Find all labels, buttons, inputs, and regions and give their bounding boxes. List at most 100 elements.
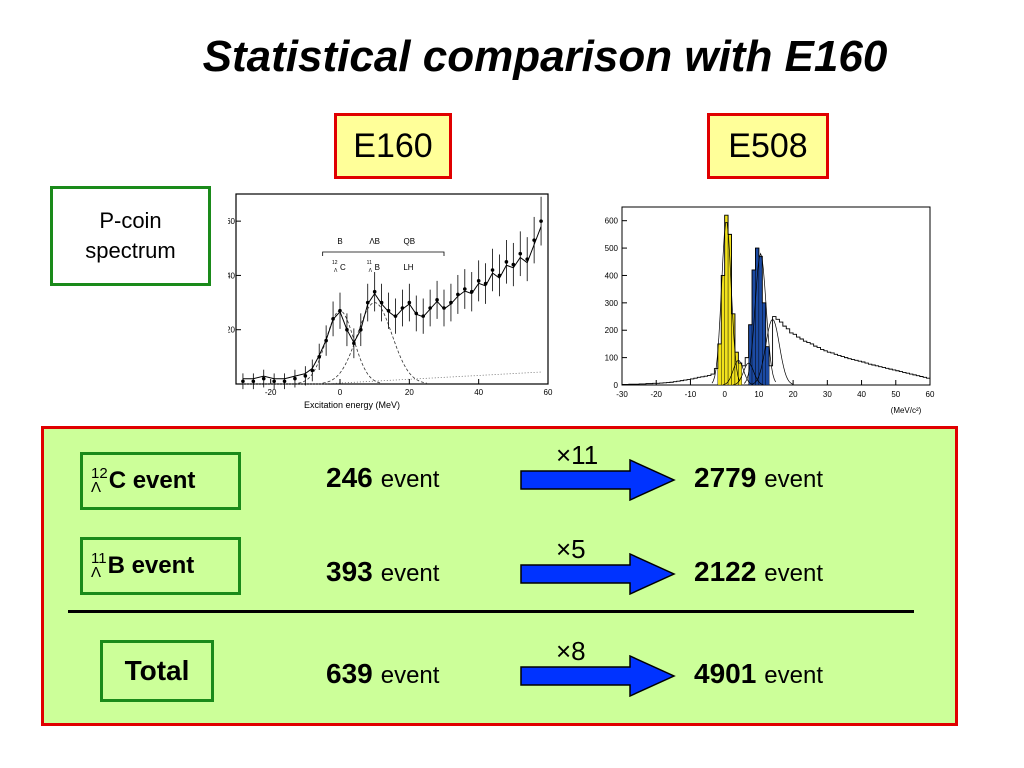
- b11-hyp-script: 11 Λ: [91, 550, 107, 580]
- e508-xlabel: (MeV/c²): [891, 406, 922, 415]
- b11-arrow: [520, 553, 676, 595]
- e508-spectrum-chart: 0 100 200 300 400 500 600 -30 -20 -10 0 10 20 30 40 50 6…: [605, 206, 935, 415]
- e160-data-point: [400, 306, 405, 310]
- e508-fit-peak: [711, 222, 740, 384]
- e508-xtick-label: -10: [685, 390, 697, 399]
- b11-event-label: 11 Λ B event: [80, 537, 241, 595]
- e160-annotation-sup: 12: [332, 260, 338, 266]
- e160-data-point: [261, 376, 266, 381]
- e160-data-point: [372, 289, 377, 294]
- b11-e508-unit: event: [764, 560, 824, 587]
- e508-ytick-label: 200: [605, 326, 619, 335]
- e160-data-point: [463, 287, 467, 291]
- e160-data-point: [251, 379, 256, 384]
- e160-data-point: [525, 257, 529, 261]
- e508-ytick-label: 400: [605, 271, 619, 280]
- e160-b11-peak-fit: [322, 302, 427, 384]
- total-arrow: [520, 655, 676, 697]
- e508-xtick-label: 30: [823, 390, 832, 399]
- e508-plot-frame: [621, 206, 931, 386]
- e160-annotation-top: ΛB: [369, 237, 380, 246]
- e508-fit-peak: [751, 318, 794, 385]
- total-factor: ×8: [556, 636, 586, 666]
- spectrum-label-line2: spectrum: [85, 238, 176, 263]
- e508-xtick-label: 60: [926, 390, 935, 399]
- e160-data-point: [303, 374, 308, 378]
- e508-ytick-label: 300: [605, 299, 619, 308]
- c12-arrow: [520, 459, 676, 501]
- e160-data-point: [456, 292, 460, 297]
- e160-label: E160: [334, 113, 452, 179]
- e508-ytick-label: 100: [605, 354, 619, 363]
- e160-xtick-label: 40: [474, 388, 483, 397]
- e160-data-point: [352, 341, 356, 346]
- e160-data-point: [393, 314, 398, 318]
- e160-data-point: [421, 314, 425, 318]
- total-e160-count: 639 event: [326, 658, 439, 690]
- e508-fit-peak: [733, 362, 764, 386]
- c12-sub: Λ: [91, 479, 102, 496]
- e508-peak-bar: [717, 343, 722, 386]
- e160-xtick-label: 20: [405, 388, 414, 397]
- e160-data-point: [476, 279, 481, 283]
- e508-xtick-label: 20: [789, 390, 798, 399]
- e160-plot-frame: [235, 193, 549, 385]
- e160-data-point: [469, 289, 474, 294]
- c12-e160-count: 246 event: [326, 462, 439, 494]
- e160-data-point: [324, 338, 328, 343]
- e160-data-point: [293, 376, 297, 381]
- b11-e160-value: 393: [326, 556, 373, 587]
- e160-data-point: [518, 251, 523, 256]
- total-main: Total: [124, 655, 190, 686]
- e160-data-point: [483, 281, 488, 286]
- e160-background-curve: [242, 371, 542, 385]
- e508-xtick-label: -30: [616, 390, 628, 399]
- e160-data-point: [511, 262, 516, 267]
- e160-annotation-sub: Λ: [369, 268, 373, 274]
- c12-e508-value: 2779: [694, 462, 757, 493]
- e160-data-point: [241, 379, 245, 384]
- e160-spectrum-chart: -20 0 20 40 60 20 40 60 Excitation energy (MeV) B…: [228, 193, 553, 410]
- e160-data-point: [504, 260, 509, 264]
- e508-peak-bar: [762, 302, 766, 386]
- e160-data-point: [338, 308, 342, 313]
- e160-ytick-label: 60: [228, 217, 236, 226]
- b11-e508-value: 2122: [694, 556, 757, 587]
- e508-ytick-label: 500: [605, 244, 619, 253]
- e160-annotation-top: QB: [404, 237, 416, 246]
- e508-xtick-label: -20: [650, 390, 662, 399]
- c12-sup: 12: [91, 465, 108, 482]
- e160-annotation-main: LH: [403, 263, 413, 272]
- e160-data-point: [386, 308, 391, 313]
- e508-xtick-label: 10: [754, 390, 763, 399]
- c12-main: C event: [108, 467, 196, 494]
- e508-peak-bar: [721, 275, 725, 386]
- c12-e508-count: 2779 event: [694, 462, 823, 494]
- spectrum-label-box: P-coin spectrum: [50, 186, 211, 286]
- e160-data-point: [282, 379, 287, 384]
- b11-main: B event: [107, 552, 195, 579]
- e160-data-point: [379, 300, 384, 305]
- e160-annotation-top: B: [337, 237, 342, 246]
- e508-peak-bar: [765, 346, 770, 386]
- e160-data-point: [497, 273, 502, 278]
- slide-title: Statistical comparison with E160: [202, 32, 888, 81]
- e160-total-fit: [242, 226, 542, 380]
- e508-label: E508: [707, 113, 829, 179]
- b11-e160-unit: event: [380, 560, 440, 587]
- e160-label-text: E160: [353, 126, 433, 165]
- b11-sup: 11: [91, 550, 107, 567]
- c12-event-label: 12 Λ C event: [80, 452, 241, 510]
- e160-xtick-label: 60: [544, 388, 553, 397]
- e160-annotation-main: C: [340, 263, 346, 272]
- e160-ytick-label: 40: [228, 271, 236, 280]
- e160-data-point: [442, 306, 446, 310]
- e160-data-point: [365, 300, 370, 305]
- e508-xtick-label: 50: [891, 390, 900, 399]
- e160-xtick-label: -20: [265, 388, 277, 397]
- e508-peak-bar: [724, 215, 729, 386]
- e160-data-point: [414, 311, 419, 316]
- c12-e160-value: 246: [326, 462, 373, 493]
- b11-e160-count: 393 event: [326, 556, 439, 588]
- e160-data-point: [435, 298, 439, 302]
